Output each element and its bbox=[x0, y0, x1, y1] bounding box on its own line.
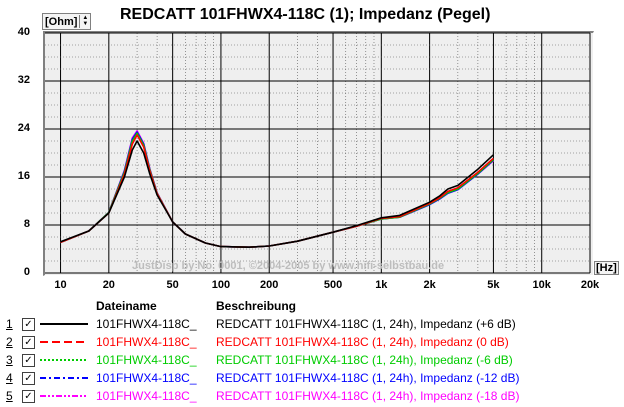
legend-checkbox[interactable]: ✓ bbox=[22, 318, 35, 331]
legend-row[interactable]: 3 ✓ 101FHWX4-118C_ REDCATT 101FHWX4-118C (1… bbox=[0, 353, 624, 371]
x-tick-label: 1k bbox=[375, 279, 388, 291]
y-tick-label: 0 bbox=[23, 266, 30, 278]
series-line-3 bbox=[60, 132, 494, 248]
legend-filename: 101FHWX4-118C_ bbox=[96, 371, 197, 385]
legend-checkbox[interactable]: ✓ bbox=[22, 354, 35, 367]
y-tick-label: 16 bbox=[17, 170, 30, 182]
legend-checkbox[interactable]: ✓ bbox=[22, 372, 35, 385]
series-line-4 bbox=[60, 131, 494, 248]
y-tick-label: 40 bbox=[17, 26, 30, 38]
legend-row-number[interactable]: 2 bbox=[6, 335, 13, 349]
x-tick-label: 50 bbox=[166, 279, 179, 291]
legend-row-number[interactable]: 3 bbox=[6, 353, 13, 367]
y-tick-label: 24 bbox=[17, 122, 30, 134]
x-tick-label: 10k bbox=[532, 279, 551, 291]
x-unit-label[interactable]: [Hz] bbox=[594, 261, 619, 275]
y-unit-selector[interactable]: [Ohm] ▲ ▼ bbox=[42, 13, 92, 30]
legend-description: REDCATT 101FHWX4-118C (1, 24h), Impedanz… bbox=[216, 317, 516, 331]
legend-header-description: Beschreibung bbox=[216, 299, 297, 313]
legend-line-sample bbox=[40, 341, 88, 343]
legend-row-number[interactable]: 4 bbox=[6, 371, 13, 385]
x-tick-label: 2k bbox=[423, 279, 436, 291]
legend-row-number[interactable]: 1 bbox=[6, 317, 13, 331]
legend-filename: 101FHWX4-118C_ bbox=[96, 335, 197, 349]
legend-checkbox[interactable]: ✓ bbox=[22, 336, 35, 349]
legend-checkbox[interactable]: ✓ bbox=[22, 390, 35, 403]
x-tick-label: 100 bbox=[211, 279, 231, 291]
series-line-1 bbox=[60, 140, 494, 248]
legend-description: REDCATT 101FHWX4-118C (1, 24h), Impedanz… bbox=[216, 335, 509, 349]
legend-row-number[interactable]: 5 bbox=[6, 389, 13, 403]
legend-description: REDCATT 101FHWX4-118C (1, 24h), Impedanz… bbox=[216, 371, 520, 385]
legend-description: REDCATT 101FHWX4-118C (1, 24h), Impedanz… bbox=[216, 389, 520, 403]
x-tick-label: 20 bbox=[102, 279, 115, 291]
chart-title: REDCATT 101FHWX4-118C (1); Impedanz (Peg… bbox=[120, 6, 491, 23]
watermark-text: JustDisp by No. 0001, ©2004-2005 by www.… bbox=[132, 260, 444, 272]
legend-line-sample bbox=[40, 377, 88, 379]
legend-row[interactable]: 5 ✓ 101FHWX4-118C_ REDCATT 101FHWX4-118C (1… bbox=[0, 389, 624, 407]
spin-down-icon[interactable]: ▼ bbox=[82, 21, 89, 27]
y-unit-label: [Ohm] bbox=[45, 15, 78, 28]
legend-filename: 101FHWX4-118C_ bbox=[96, 317, 197, 331]
spin-up-icon[interactable]: ▲ bbox=[82, 15, 89, 21]
x-tick-label: 500 bbox=[323, 279, 343, 291]
y-tick-label: 32 bbox=[17, 74, 30, 86]
legend-filename: 101FHWX4-118C_ bbox=[96, 353, 197, 367]
legend-description: REDCATT 101FHWX4-118C (1, 24h), Impedanz… bbox=[216, 353, 513, 367]
impedance-chart: JustDisp by No. 0001, ©2004-2005 by www.… bbox=[45, 32, 591, 274]
legend-line-sample bbox=[40, 395, 88, 397]
legend-filename: 101FHWX4-118C_ bbox=[96, 389, 197, 403]
legend-header-filename: Dateiname bbox=[96, 299, 157, 313]
legend-line-sample bbox=[40, 323, 88, 325]
legend-line-sample bbox=[40, 359, 88, 361]
x-tick-label: 5k bbox=[487, 279, 500, 291]
legend-row[interactable]: 4 ✓ 101FHWX4-118C_ REDCATT 101FHWX4-118C (1… bbox=[0, 371, 624, 389]
series-line-2 bbox=[60, 134, 494, 248]
x-tick-label: 10 bbox=[54, 279, 67, 291]
legend-row[interactable]: 2 ✓ 101FHWX4-118C_ REDCATT 101FHWX4-118C (1… bbox=[0, 335, 624, 353]
x-tick-label: 20k bbox=[580, 279, 600, 291]
y-unit-spinner[interactable]: ▲ ▼ bbox=[79, 15, 90, 28]
legend-row[interactable]: 1 ✓ 101FHWX4-118C_ REDCATT 101FHWX4-118C (1… bbox=[0, 317, 624, 335]
x-tick-label: 200 bbox=[260, 279, 279, 291]
y-tick-label: 8 bbox=[23, 218, 30, 230]
